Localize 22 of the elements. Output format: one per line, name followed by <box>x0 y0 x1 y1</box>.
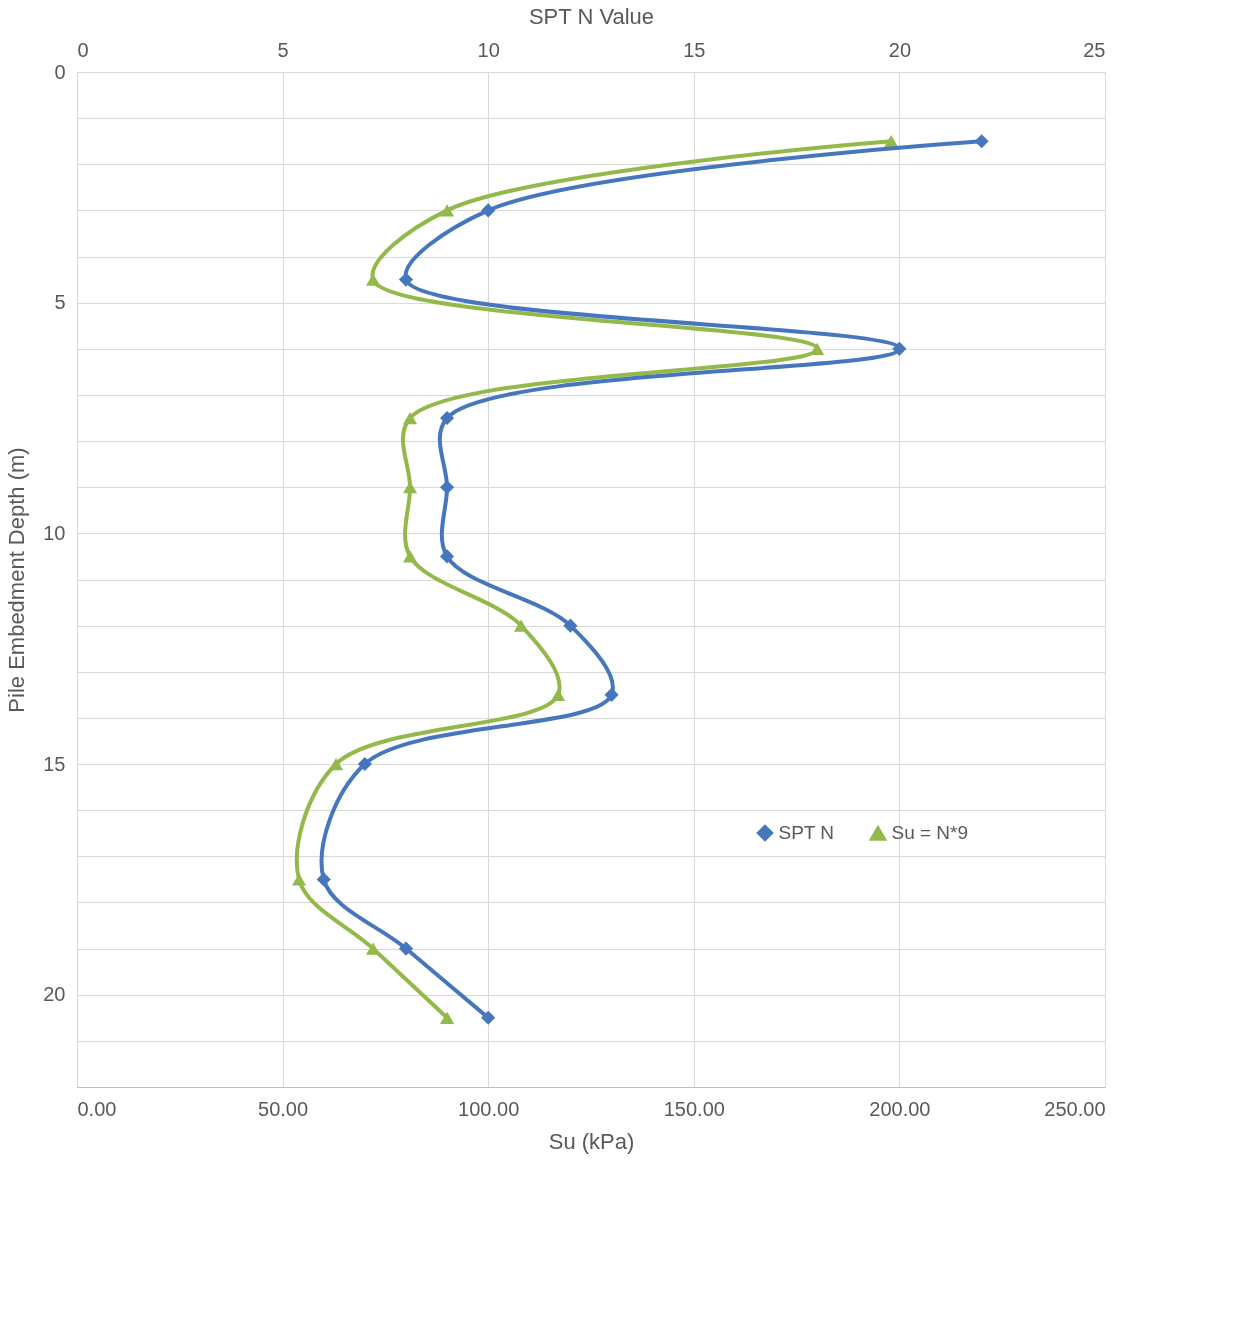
x2-tick-label: 25 <box>1083 38 1106 61</box>
x2-tick-label: 20 <box>888 38 912 61</box>
x2-tick-label: 0 <box>77 38 89 61</box>
x-tick-label: 100.00 <box>458 1097 520 1120</box>
y-tick-label: 15 <box>43 752 66 775</box>
y-tick-label: 20 <box>43 983 66 1006</box>
y-tick-label: 5 <box>54 291 66 314</box>
legend-label: Su = N*9 <box>891 822 969 844</box>
x-axis-title: Su (kPa) <box>548 1128 635 1154</box>
y-tick-label: 0 <box>54 60 66 83</box>
x2-tick-label: 10 <box>477 38 500 61</box>
x2-tick-label: 5 <box>277 38 289 61</box>
x-tick-label: 0.00 <box>77 1097 117 1120</box>
legend-label: SPT N <box>778 822 835 843</box>
x2-tick-label: 15 <box>683 38 706 61</box>
x2-axis-title: SPT N Value <box>528 3 655 29</box>
x-tick-label: 150.00 <box>663 1097 725 1120</box>
y-axis-title: Pile Embedment Depth (m) <box>4 447 30 713</box>
x-tick-label: 50.00 <box>258 1097 309 1120</box>
x-tick-label: 200.00 <box>869 1097 931 1120</box>
y-tick-label: 10 <box>43 521 66 544</box>
x-tick-label: 250.00 <box>1044 1097 1106 1120</box>
